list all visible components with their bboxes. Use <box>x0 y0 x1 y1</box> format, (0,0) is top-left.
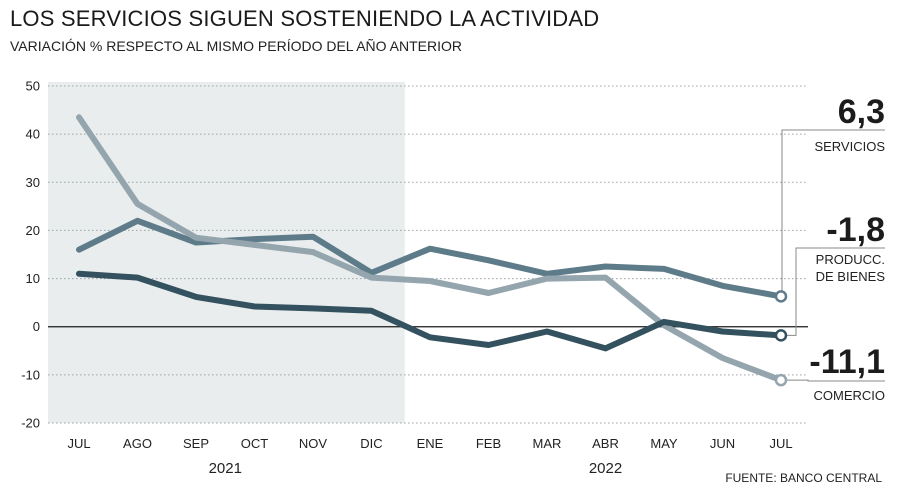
series-line-bienes <box>76 270 784 352</box>
final-value-servicios: 6,3 <box>838 93 885 131</box>
final-value-bienes: -1,8 <box>826 211 885 249</box>
y-tick-label: -20 <box>21 416 40 431</box>
series-line-comercio <box>76 114 784 384</box>
x-tick-label: OCT <box>241 436 269 451</box>
y-tick-label: 40 <box>26 127 40 142</box>
x-tick-label: DIC <box>360 436 382 451</box>
end-marker-bienes <box>774 329 788 342</box>
y-tick-label: 0 <box>33 319 40 334</box>
y-tick-label: 30 <box>26 175 40 190</box>
y-tick-label: 20 <box>26 223 40 238</box>
x-tick-label: NOV <box>299 436 328 451</box>
series-label-comercio: COMERCIO <box>814 388 886 403</box>
chart-subtitle: VARIACIÓN % RESPECTO AL MISMO PERÍODO DE… <box>10 38 462 54</box>
x-tick-label: SEP <box>183 436 209 451</box>
y-tick-label: 50 <box>26 79 40 94</box>
x-tick-label: JUN <box>710 436 735 451</box>
x-tick-label: AGO <box>123 436 152 451</box>
x-tick-label: MAY <box>650 436 678 451</box>
series-label-bienes: PRODUCC. <box>816 252 885 267</box>
source-note: FUENTE: BANCO CENTRAL <box>725 471 882 485</box>
year-label: 2022 <box>589 460 622 477</box>
x-tick-label: MAR <box>533 436 562 451</box>
leader-line-comercio <box>786 379 885 382</box>
x-tick-label: FEB <box>476 436 501 451</box>
series-line-servicios <box>76 217 784 300</box>
series-label-servicios: SERVICIOS <box>814 139 885 154</box>
shaded-region-2021 <box>48 82 405 423</box>
year-label: 2021 <box>209 460 242 477</box>
end-marker-comercio <box>774 373 788 387</box>
leader-line-bienes <box>786 247 885 336</box>
x-tick-label: JUL <box>67 436 90 451</box>
x-tick-label: JUL <box>769 436 792 451</box>
y-tick-label: 10 <box>26 271 40 286</box>
end-marker-servicios <box>774 290 788 303</box>
y-tick-label: -10 <box>21 367 40 382</box>
chart-title: LOS SERVICIOS SIGUEN SOSTENIENDO LA ACTI… <box>10 6 600 31</box>
series-label-bienes: DE BIENES <box>816 269 886 284</box>
x-tick-label: ABR <box>592 436 619 451</box>
final-value-comercio: -11,1 <box>809 343 885 381</box>
x-tick-label: ENE <box>417 436 444 451</box>
